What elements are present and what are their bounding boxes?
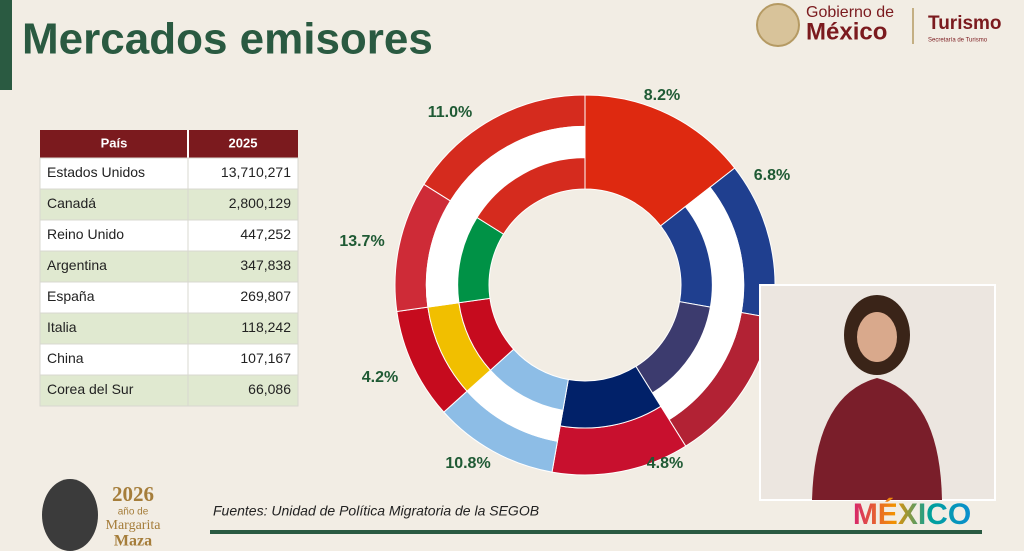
visitors: 347,838: [240, 257, 291, 273]
share-label: 11.0%: [428, 104, 472, 121]
visitors: 269,807: [240, 288, 291, 304]
donut: 8.2% 6.8% 4.8% 10.8% 4.2% 13.7% 11.0%: [339, 87, 790, 476]
flag-segment: [476, 157, 586, 235]
share-label: 6.8%: [754, 167, 790, 184]
comm-name1: Margarita: [106, 518, 162, 533]
table-row: [39, 250, 299, 283]
table-header: [40, 130, 298, 158]
table-row: [39, 281, 299, 314]
visitors: 2,800,129: [229, 195, 291, 211]
country: Estados Unidos: [47, 164, 145, 180]
commemoration: 2026 año de Margarita Maza: [42, 479, 161, 551]
logo-turismo: Turismo: [928, 13, 1002, 34]
share-label: 13.7%: [339, 233, 384, 250]
comm-name2: Maza: [114, 533, 152, 550]
country: Corea del Sur: [47, 381, 134, 397]
column-header: 2025: [229, 135, 258, 150]
table-row: [39, 312, 299, 345]
visitors: 13,710,271: [221, 164, 291, 180]
country: España: [47, 288, 95, 304]
source: Fuentes: Unidad de Política Migratoria d…: [213, 503, 539, 519]
country: Reino Unido: [47, 226, 124, 242]
table-row: [39, 157, 299, 190]
accent-bar: [0, 0, 12, 90]
country: Canadá: [47, 195, 96, 211]
share-label: 4.2%: [362, 369, 398, 386]
interpreter-face: [857, 312, 897, 362]
table: País 2025 Estados Unidos 13,710,271 Canadá 2,…: [39, 130, 299, 407]
column-header: País: [101, 135, 128, 150]
video-overlay: [759, 284, 996, 501]
visitors: 66,086: [248, 381, 291, 397]
table-row: [39, 343, 299, 376]
logo: Gobierno de México Turismo Secretaría de…: [756, 3, 1002, 47]
share-label: 10.8%: [445, 455, 490, 472]
comm-year: 2026: [112, 482, 154, 506]
flag-segment: [584, 94, 736, 227]
visitors: 107,167: [240, 350, 291, 366]
table-row: [39, 219, 299, 252]
brand: MÉXICO: [853, 497, 971, 531]
portrait: [42, 479, 98, 551]
logo-secretaria: Secretaría de Turismo: [928, 38, 988, 44]
logo-gobierno: Gobierno de: [806, 4, 894, 21]
country: Argentina: [47, 257, 107, 273]
share-label: 4.8%: [647, 455, 683, 472]
table-row: [39, 374, 299, 407]
table-row: [39, 188, 299, 221]
seal: [756, 3, 800, 47]
visitors: 118,242: [241, 319, 291, 335]
logo-mexico: México: [806, 18, 887, 45]
country: Italia: [47, 319, 77, 335]
country: China: [47, 350, 84, 366]
comm-text: año de: [118, 507, 149, 518]
interpreter-body: [812, 378, 942, 500]
visitors: 447,252: [240, 226, 291, 242]
share-label: 8.2%: [644, 87, 680, 104]
title: Mercados emisores: [22, 15, 433, 64]
